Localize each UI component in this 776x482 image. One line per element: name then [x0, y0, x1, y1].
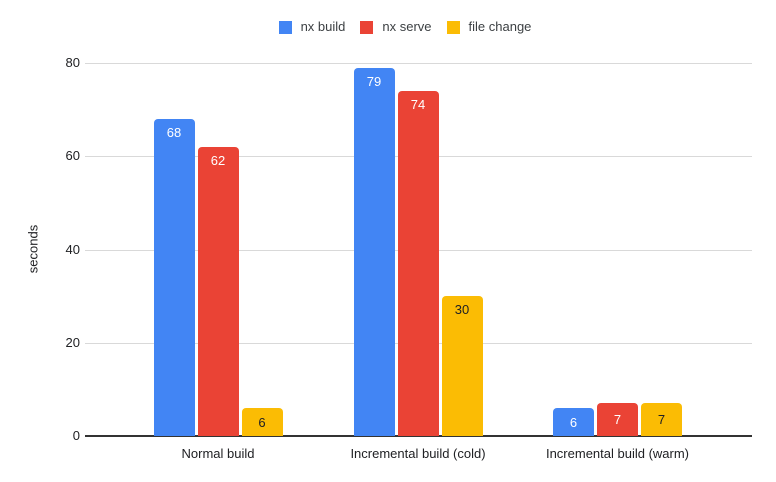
bar-nx-serve-normal-build: 62 — [197, 146, 239, 436]
bar-value-label: 62 — [210, 152, 226, 168]
legend-swatch-nx-serve — [360, 20, 374, 34]
x-category-label-normal-build: Normal build — [181, 446, 255, 461]
y-tick-label-80: 80 — [65, 55, 80, 70]
bar-value-label: 30 — [454, 302, 470, 318]
bar-nx-serve-incremental-build-cold: 74 — [397, 90, 439, 436]
bar-nx-build-incremental-build-warm: 6 — [553, 408, 594, 436]
bar-nx-build-incremental-build-cold: 79 — [353, 67, 395, 436]
bar-file-change-normal-build: 6 — [241, 408, 283, 436]
legend-item-file-change: file change — [446, 19, 532, 34]
bar-nx-serve-incremental-build-warm: 7 — [597, 403, 638, 436]
bar-file-change-incremental-build-warm: 7 — [641, 403, 682, 436]
gridline-80 — [85, 63, 752, 64]
bar-nx-build-normal-build: 68 — [153, 118, 195, 436]
legend-label: nx build — [300, 19, 346, 34]
bar-value-label: 68 — [166, 124, 182, 140]
legend-label: file change — [468, 19, 532, 34]
x-category-label-incremental-build-warm: Incremental build (warm) — [545, 446, 690, 461]
x-axis-baseline — [85, 435, 752, 437]
y-tick-label-0: 0 — [72, 428, 80, 443]
y-tick-label-40: 40 — [65, 241, 80, 257]
y-tick-label-60: 60 — [65, 148, 80, 164]
chart-legend: nx build nx serve file change — [34, 20, 776, 34]
x-category-label-incremental-build-cold: Incremental build (cold) — [350, 446, 486, 461]
legend-item-nx-build: nx build — [278, 19, 346, 34]
bar-value-label: 7 — [613, 412, 622, 428]
bar-value-label: 6 — [569, 414, 578, 430]
bar-value-label: 74 — [410, 96, 426, 112]
legend-item-nx-serve: nx serve — [360, 19, 432, 34]
legend-label: nx serve — [382, 19, 432, 34]
y-tick-label-20: 20 — [65, 334, 80, 350]
legend-swatch-nx-build — [278, 20, 292, 34]
bar-value-label: 7 — [657, 412, 666, 428]
bar-value-label: 6 — [258, 414, 266, 430]
bar-file-change-incremental-build-cold: 30 — [441, 296, 483, 436]
legend-swatch-file-change — [446, 20, 460, 34]
bar-value-label: 79 — [366, 73, 382, 89]
